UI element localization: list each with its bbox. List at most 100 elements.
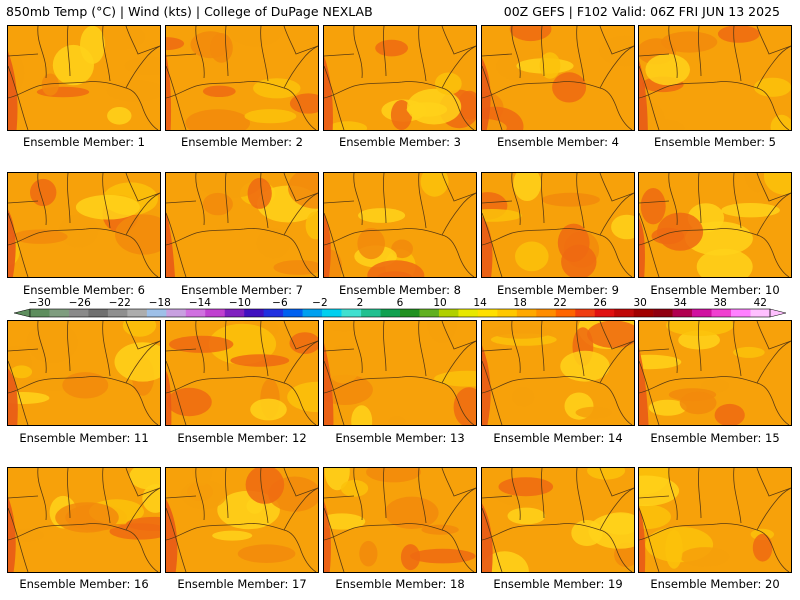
- ensemble-member-label: Ensemble Member: 8: [339, 283, 461, 297]
- colorbar-swatch: [68, 309, 89, 317]
- colorbar-swatch: [400, 309, 420, 317]
- temperature-field-map: [8, 26, 160, 130]
- colorbar-swatch: [477, 309, 498, 317]
- colorbar-swatch: [283, 309, 303, 317]
- colorbar-swatch: [711, 309, 732, 317]
- colorbar-swatch: [322, 309, 342, 317]
- colorbar-swatch: [731, 309, 751, 317]
- colorbar-swatch: [244, 309, 264, 317]
- ensemble-panel: [323, 25, 477, 131]
- ensemble-panel: [7, 467, 161, 573]
- colorbar-swatch: [419, 309, 440, 317]
- colorbar-tick-label: 6: [397, 297, 404, 309]
- ensemble-member-label: Ensemble Member: 14: [493, 431, 623, 445]
- colorbar-tick-label: 42: [754, 297, 767, 309]
- colorbar-tick-label: −30: [29, 297, 51, 309]
- ensemble-member-label: Ensemble Member: 17: [177, 577, 307, 591]
- ensemble-panel: [481, 25, 635, 131]
- ensemble-panel: [638, 25, 792, 131]
- colorbar-swatch: [497, 309, 518, 317]
- ensemble-member-label: Ensemble Member: 7: [181, 283, 303, 297]
- temperature-field-map: [482, 26, 634, 130]
- temperature-field-map: [639, 321, 791, 425]
- ensemble-panel: [638, 320, 792, 426]
- colorbar-swatch: [633, 309, 654, 317]
- colorbar-tick-label: −22: [109, 297, 131, 309]
- ensemble-panel: [165, 320, 319, 426]
- colorbar-swatch: [653, 309, 673, 317]
- colorbar-swatch: [127, 309, 148, 317]
- temperature-field-map: [324, 321, 476, 425]
- colorbar-tick-label: 30: [634, 297, 647, 309]
- colorbar-tick-label: 34: [674, 297, 688, 309]
- colorbar-swatch: [594, 309, 615, 317]
- ensemble-member-label: Ensemble Member: 10: [650, 283, 780, 297]
- ensemble-panel: [323, 320, 477, 426]
- ensemble-panel: [7, 320, 161, 426]
- colorbar-swatch: [263, 309, 284, 317]
- colorbar-tick-label: −26: [69, 297, 91, 309]
- run-valid-time: 00Z GEFS | F102 Valid: 06Z FRI JUN 13 20…: [503, 4, 780, 19]
- colorbar-tick-label: 2: [357, 297, 364, 309]
- colorbar-swatch: [438, 309, 459, 317]
- colorbar-swatch: [458, 309, 479, 317]
- ensemble-member-label: Ensemble Member: 12: [177, 431, 307, 445]
- colorbar-tick-label: −10: [229, 297, 251, 309]
- colorbar-swatch: [361, 309, 381, 317]
- ensemble-panel: [481, 172, 635, 278]
- colorbar-swatch: [341, 309, 362, 317]
- temperature-field-map: [324, 26, 476, 130]
- ensemble-member-label: Ensemble Member: 4: [497, 135, 619, 149]
- ensemble-member-label: Ensemble Member: 6: [23, 283, 145, 297]
- colorbar-tick-label: 26: [593, 297, 607, 309]
- temperature-field-map: [8, 321, 160, 425]
- colorbar-tick-label: 38: [714, 297, 727, 309]
- ensemble-member-label: Ensemble Member: 3: [339, 135, 461, 149]
- temperature-field-map: [324, 468, 476, 572]
- colorbar-swatch: [49, 309, 70, 317]
- ensemble-member-label: Ensemble Member: 16: [19, 577, 149, 591]
- temperature-field-map: [482, 321, 634, 425]
- colorbar-swatch: [107, 309, 128, 317]
- colorbar-swatch: [166, 309, 187, 317]
- colorbar-tick-label: 14: [473, 297, 487, 309]
- temperature-field-map: [639, 26, 791, 130]
- temperature-field-map: [166, 321, 318, 425]
- temperature-field-map: [482, 468, 634, 572]
- ensemble-member-label: Ensemble Member: 15: [650, 431, 780, 445]
- temperature-colorbar: −30 −26 −22 −18 −14 −10 −6 −2 2 6 10 14 18 22 26 30 34 38…: [13, 297, 787, 318]
- colorbar-swatch: [516, 309, 537, 317]
- ensemble-panel: [7, 25, 161, 131]
- colorbar-swatch: [575, 309, 596, 317]
- ensemble-panel: [323, 172, 477, 278]
- ensemble-member-label: Ensemble Member: 9: [497, 283, 619, 297]
- temperature-field-map: [166, 468, 318, 572]
- colorbar-swatch: [672, 309, 693, 317]
- ensemble-panel: [638, 467, 792, 573]
- colorbar-tick-label: −18: [149, 297, 171, 309]
- colorbar-tick-label: 18: [513, 297, 526, 309]
- colorbar-swatch: [30, 309, 50, 317]
- ensemble-member-label: Ensemble Member: 1: [23, 135, 145, 149]
- colorbar-swatch: [750, 309, 771, 317]
- ensemble-panel: [323, 467, 477, 573]
- ensemble-panel: [481, 467, 635, 573]
- ensemble-panel: [165, 172, 319, 278]
- colorbar-tick-label: 10: [433, 297, 446, 309]
- ensemble-panel: [7, 172, 161, 278]
- temperature-field-map: [8, 468, 160, 572]
- temperature-field-map: [166, 173, 318, 277]
- colorbar-swatch: [555, 309, 576, 317]
- temperature-field-map: [639, 173, 791, 277]
- colorbar-swatch: [88, 309, 109, 317]
- colorbar-swatch: [185, 309, 206, 317]
- temperature-field-map: [639, 468, 791, 572]
- temperature-field-map: [8, 173, 160, 277]
- ensemble-panel: [165, 25, 319, 131]
- colorbar-swatch: [614, 309, 634, 317]
- colorbar-swatch: [224, 309, 245, 317]
- colorbar-tick-label: −6: [272, 297, 288, 309]
- temperature-field-map: [324, 173, 476, 277]
- colorbar-swatch: [146, 309, 167, 317]
- ensemble-panel: [165, 467, 319, 573]
